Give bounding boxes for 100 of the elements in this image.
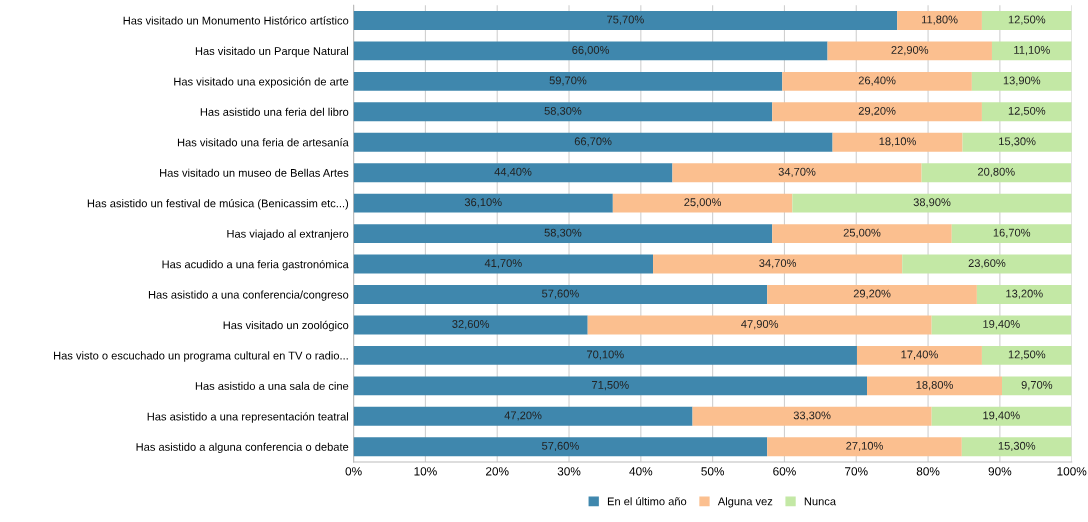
bar: [353, 285, 768, 304]
data-label: 57,60%: [542, 289, 579, 299]
bar: [991, 41, 1072, 61]
bar: [612, 193, 793, 213]
bar: [827, 41, 992, 61]
bar: [587, 315, 932, 335]
data-label: 16,70%: [993, 228, 1031, 238]
bar: [353, 132, 833, 152]
x-tick-label: 70%: [845, 467, 868, 476]
bar: [692, 406, 932, 426]
data-label: 36,10%: [464, 198, 502, 208]
y-tick-label: Has asistido a una sala de cine: [195, 381, 349, 390]
bar: [653, 254, 903, 274]
bar: [951, 224, 1072, 244]
data-label: 70,10%: [587, 350, 624, 360]
bar: [962, 132, 1072, 152]
x-tick-label: 20%: [486, 467, 509, 476]
y-tick-label: Has visitado una feria de artesanía: [177, 138, 349, 147]
data-label: 12,50%: [1008, 350, 1046, 360]
data-label: 75,70%: [607, 15, 644, 25]
y-tick-label: Has asistido un festival de música (Benicassim etc...): [87, 199, 349, 210]
bar: [353, 71, 783, 91]
data-label: 71,50%: [592, 380, 629, 391]
data-label: 18,10%: [879, 137, 916, 147]
data-label: 11,80%: [921, 15, 958, 25]
bar: [971, 71, 1072, 91]
bar: [353, 437, 768, 457]
bar: [902, 254, 1072, 274]
data-label: 58,30%: [544, 228, 582, 238]
data-label: 59,70%: [549, 76, 587, 86]
y-tick-label: Has visitado un zoológico: [223, 320, 349, 332]
data-label: 11,10%: [1014, 46, 1050, 56]
legend-label: En el último año: [607, 497, 687, 506]
data-label: 19,40%: [983, 320, 1020, 330]
x-tick-label: 100%: [1057, 467, 1087, 476]
x-tick-label: 80%: [916, 467, 940, 476]
bar: [772, 224, 952, 244]
data-label: 33,30%: [793, 411, 831, 421]
y-tick-label: Has visto o escuchado un programa cultural en TV o radio...: [54, 351, 348, 362]
y-tick-label: Has asistido una feria del libro: [200, 107, 349, 116]
data-label: 57,60%: [542, 441, 579, 452]
bar: [353, 376, 868, 396]
x-tick-label: 60%: [773, 467, 796, 476]
x-tick-label: 90%: [988, 467, 1012, 476]
x-tick-label: 40%: [629, 467, 653, 476]
bar: [931, 315, 1071, 335]
bar: [981, 11, 1072, 30]
y-tick-label: Has visitado un Parque Natural: [195, 46, 349, 58]
data-label: 34,70%: [778, 167, 816, 177]
data-label: 32,60%: [452, 320, 490, 330]
bar: [981, 345, 1072, 365]
y-tick-label: Has visitado una exposición de arte: [174, 77, 349, 88]
y-tick-label: Has visitado un Monumento Histórico artístico: [123, 16, 349, 25]
data-label: 58,30%: [544, 106, 582, 117]
data-label: 18,80%: [916, 380, 953, 391]
data-label: 13,90%: [1003, 76, 1041, 86]
data-label: 34,70%: [759, 259, 797, 269]
data-label: 29,20%: [858, 106, 896, 117]
bar: [672, 163, 922, 183]
data-label: 66,00%: [572, 46, 610, 56]
bar: [353, 315, 588, 335]
y-tick-label: Has visitado un museo de Bellas Artes: [160, 168, 349, 177]
data-label: 47,20%: [504, 411, 542, 421]
data-label: 23,60%: [968, 259, 1006, 269]
data-label: 38,90%: [913, 198, 951, 208]
bar: [353, 193, 613, 213]
bar: [767, 285, 977, 304]
bar: [1002, 376, 1072, 396]
data-label: 44,40%: [494, 167, 532, 177]
data-label: 26,40%: [858, 76, 896, 86]
bar: [353, 345, 857, 365]
y-tick-label: Has asistido a una representación teatral: [147, 412, 349, 423]
bar: [921, 163, 1071, 183]
legend-label: Alguna vez: [717, 497, 773, 508]
data-label: 27,10%: [846, 441, 883, 452]
bar: [767, 437, 962, 457]
data-label: 9,70%: [1021, 380, 1053, 391]
data-label: 66,70%: [574, 137, 612, 147]
data-label: 25,00%: [684, 198, 722, 208]
legend-label: Nunca: [804, 497, 837, 506]
y-tick-label: Has viajado al extranjero: [227, 229, 349, 240]
x-tick-label: 50%: [701, 467, 725, 476]
y-tick-label: Has asistido a alguna conferencia o debate: [136, 442, 349, 454]
bar: [981, 102, 1072, 122]
bar: [792, 193, 1072, 213]
data-label: 29,20%: [853, 289, 891, 299]
bar: [353, 102, 773, 122]
bar: [353, 254, 654, 274]
data-label: 17,40%: [901, 350, 938, 360]
data-label: 19,40%: [983, 411, 1020, 421]
bar: [782, 71, 972, 91]
bar: [832, 132, 963, 152]
data-label: 12,50%: [1008, 106, 1046, 117]
y-tick-label: Has asistido a una conferencia/congreso: [148, 290, 349, 301]
x-tick-label: 30%: [557, 467, 581, 476]
bar: [856, 345, 982, 365]
data-label: 15,30%: [999, 137, 1036, 147]
x-tick-label: 0%: [345, 467, 362, 476]
bar: [353, 406, 693, 426]
bar: [897, 11, 982, 30]
